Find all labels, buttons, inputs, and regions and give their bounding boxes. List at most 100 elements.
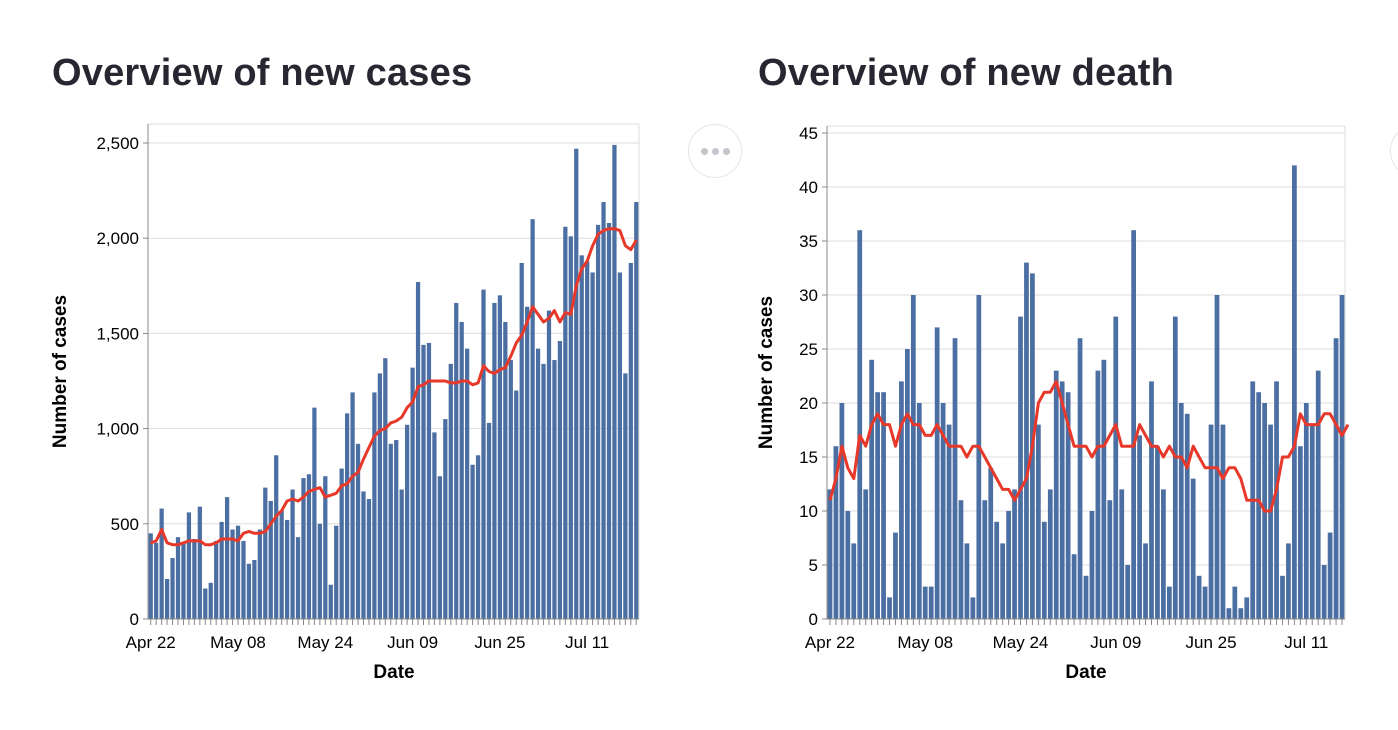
more-dot bbox=[711, 147, 719, 155]
bar bbox=[940, 403, 946, 619]
bar bbox=[857, 230, 863, 619]
bar bbox=[590, 272, 595, 619]
y-tick-label: 5 bbox=[809, 556, 818, 575]
bar bbox=[355, 443, 361, 619]
bar bbox=[851, 543, 857, 619]
bar bbox=[988, 467, 994, 619]
bar bbox=[328, 584, 333, 619]
bar bbox=[1059, 381, 1065, 619]
bar bbox=[230, 529, 235, 619]
y-tick-label: 0 bbox=[130, 610, 139, 629]
bar bbox=[1274, 381, 1279, 619]
bar bbox=[492, 302, 497, 619]
moving-average-line bbox=[828, 379, 1350, 513]
bar bbox=[274, 455, 279, 619]
bar bbox=[317, 523, 322, 619]
bar bbox=[928, 586, 934, 619]
bar bbox=[1184, 413, 1190, 619]
bar bbox=[410, 367, 415, 619]
bar bbox=[345, 413, 350, 619]
bar bbox=[481, 289, 486, 619]
bar bbox=[306, 474, 312, 619]
chart-title: Overview of new cases bbox=[52, 52, 473, 94]
bar bbox=[881, 392, 886, 619]
y-tick-label: 10 bbox=[799, 502, 818, 521]
x-tick-label: Apr 22 bbox=[126, 633, 176, 652]
bar bbox=[546, 310, 552, 619]
bar bbox=[323, 476, 328, 619]
bar bbox=[1208, 424, 1214, 619]
bar bbox=[606, 222, 612, 619]
bar bbox=[290, 489, 295, 619]
bar bbox=[394, 440, 399, 619]
bar bbox=[893, 532, 898, 619]
bar bbox=[563, 226, 568, 619]
bar bbox=[1006, 511, 1011, 619]
bar bbox=[486, 422, 492, 619]
bar bbox=[1113, 316, 1119, 619]
y-tick-label: 25 bbox=[799, 340, 818, 359]
bar bbox=[946, 424, 952, 619]
bar bbox=[1012, 489, 1017, 619]
bar bbox=[339, 468, 344, 619]
bar bbox=[970, 597, 976, 619]
bar bbox=[263, 487, 268, 619]
bar bbox=[634, 202, 639, 620]
bar bbox=[415, 281, 421, 619]
bar bbox=[1053, 370, 1059, 619]
bar bbox=[514, 390, 519, 619]
bar bbox=[334, 525, 339, 619]
bar bbox=[1125, 565, 1131, 619]
bar bbox=[377, 373, 382, 619]
x-tick-label: Jun 25 bbox=[1186, 633, 1237, 652]
bar bbox=[1166, 586, 1172, 619]
more-horizontal-icon bbox=[700, 147, 708, 155]
bar bbox=[1292, 165, 1297, 619]
y-axis-title: Number of cases bbox=[50, 295, 71, 448]
bar bbox=[1190, 478, 1196, 619]
bar bbox=[219, 521, 224, 619]
bar bbox=[192, 539, 197, 619]
bar bbox=[1131, 230, 1137, 619]
bar bbox=[1286, 543, 1291, 619]
bar bbox=[279, 510, 284, 619]
bar bbox=[1178, 403, 1184, 619]
y-tick-label: 500 bbox=[111, 515, 139, 534]
y-tick-label: 15 bbox=[799, 448, 818, 467]
x-axis-title: Date bbox=[373, 662, 414, 683]
x-tick-label: May 08 bbox=[210, 633, 266, 652]
bar bbox=[154, 542, 159, 619]
bar bbox=[235, 525, 241, 619]
bar bbox=[827, 489, 833, 619]
bar bbox=[252, 559, 257, 619]
bar bbox=[557, 341, 563, 619]
y-tick-label: 1,500 bbox=[96, 324, 139, 343]
bar bbox=[574, 148, 579, 619]
bar bbox=[994, 521, 1000, 619]
bar bbox=[530, 219, 535, 619]
bar bbox=[1297, 446, 1303, 619]
bar bbox=[839, 403, 845, 619]
bar bbox=[869, 359, 875, 619]
bar bbox=[1077, 338, 1083, 619]
bar bbox=[508, 360, 513, 619]
bar bbox=[268, 500, 273, 619]
bar bbox=[437, 476, 442, 619]
bar bbox=[934, 327, 940, 619]
bar bbox=[208, 582, 213, 619]
bar bbox=[595, 224, 601, 619]
bar bbox=[197, 506, 202, 619]
bar bbox=[1089, 511, 1095, 619]
bar bbox=[612, 144, 617, 620]
bar bbox=[958, 500, 964, 619]
more-options-button[interactable] bbox=[688, 124, 742, 178]
bar bbox=[623, 373, 628, 619]
bar bbox=[628, 262, 633, 619]
bar bbox=[170, 558, 175, 619]
more-dot bbox=[722, 147, 730, 155]
bar bbox=[1107, 500, 1113, 619]
bar bbox=[421, 344, 426, 619]
bar bbox=[475, 455, 481, 619]
chart-panel-new-death: Overview of new death 0 5 10 15 20 25 30 35 40 45… bbox=[700, 0, 1398, 730]
bar bbox=[585, 261, 590, 619]
